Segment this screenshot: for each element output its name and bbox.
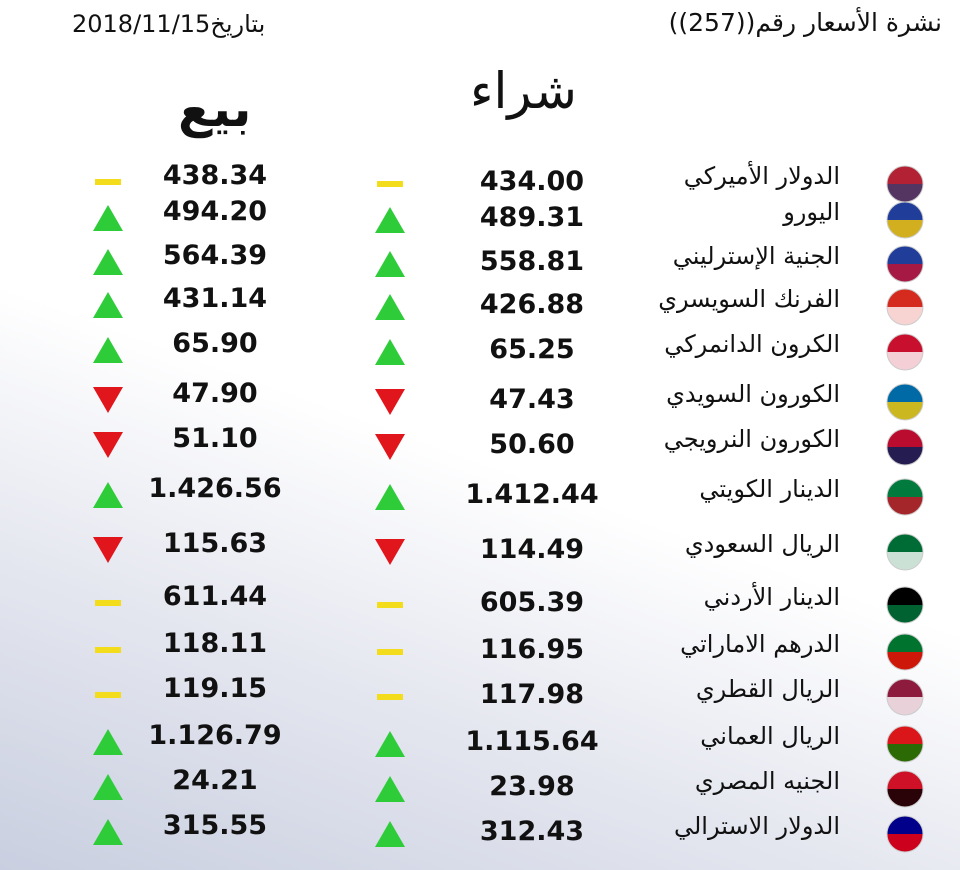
sell-trend-icon: [95, 179, 121, 185]
buy-price: 605.39: [479, 587, 585, 618]
buy-trend-icon: [375, 539, 405, 565]
buy-trend-icon: [375, 821, 405, 847]
buy-price: 65.25: [489, 334, 575, 365]
sell-trend-icon: [95, 600, 121, 606]
currency-name: الدينار الكويتي: [699, 475, 840, 503]
buy-trend-icon: [377, 649, 403, 655]
currency-name: الريال السعودي: [684, 530, 840, 558]
sell-header: بيع: [178, 80, 252, 138]
sell-trend-icon: [93, 337, 123, 363]
currency-name: الفرنك السويسري: [658, 285, 840, 313]
sell-price: 431.14: [162, 283, 268, 314]
buy-price: 116.95: [479, 634, 585, 665]
sell-trend-icon: [93, 292, 123, 318]
buy-price: 558.81: [479, 246, 585, 277]
buy-price: 434.00: [479, 166, 585, 197]
sell-price: 1.126.79: [148, 720, 282, 751]
buy-trend-icon: [375, 731, 405, 757]
bulletin-date: بتاريخ2018/11/15: [72, 10, 266, 38]
currency-name: الجنية الإسترليني: [672, 242, 840, 270]
sell-trend-icon: [93, 819, 123, 845]
sell-price: 115.63: [162, 528, 268, 559]
flag: [886, 201, 924, 239]
flag: [886, 586, 924, 624]
sell-price: 611.44: [162, 581, 268, 612]
buy-trend-icon: [375, 207, 405, 233]
currency-name: الريال القطري: [695, 675, 840, 703]
sell-trend-icon: [93, 249, 123, 275]
buy-price: 489.31: [479, 202, 585, 233]
sell-price: 119.15: [162, 673, 268, 704]
buy-price: 50.60: [489, 429, 575, 460]
buy-trend-icon: [377, 181, 403, 187]
flag: [886, 245, 924, 283]
currency-name: الدولار الاسترالي: [673, 812, 840, 840]
buy-trend-icon: [375, 389, 405, 415]
sell-price: 494.20: [162, 196, 268, 227]
buy-trend-icon: [377, 694, 403, 700]
sell-price: 564.39: [162, 240, 268, 271]
sell-price: 24.21: [172, 765, 258, 796]
flag: [886, 725, 924, 763]
sell-trend-icon: [93, 537, 123, 563]
currency-name: اليورو: [783, 198, 840, 226]
buy-trend-icon: [375, 484, 405, 510]
sell-trend-icon: [93, 729, 123, 755]
buy-price: 1.412.44: [465, 479, 599, 510]
sell-trend-icon: [93, 205, 123, 231]
sell-price: 438.34: [162, 160, 268, 191]
buy-trend-icon: [377, 602, 403, 608]
buy-trend-icon: [375, 294, 405, 320]
flag: [886, 770, 924, 808]
flag: [886, 165, 924, 203]
sell-price: 315.55: [162, 810, 268, 841]
flag: [886, 678, 924, 716]
currency-name: الكورون السويدي: [666, 380, 840, 408]
sell-price: 1.426.56: [148, 473, 282, 504]
buy-price: 47.43: [489, 384, 575, 415]
sell-trend-icon: [93, 482, 123, 508]
currency-name: الدولار الأميركي: [683, 162, 840, 190]
flag: [886, 428, 924, 466]
buy-trend-icon: [375, 339, 405, 365]
buy-price: 23.98: [489, 771, 575, 802]
sell-trend-icon: [93, 774, 123, 800]
currency-name: الريال العماني: [700, 722, 840, 750]
buy-price: 114.49: [479, 534, 585, 565]
buy-trend-icon: [375, 251, 405, 277]
sell-price: 51.10: [172, 423, 258, 454]
sell-trend-icon: [93, 387, 123, 413]
flag: [886, 333, 924, 371]
currency-name: الدينار الأردني: [703, 583, 840, 611]
sell-trend-icon: [95, 647, 121, 653]
buy-trend-icon: [375, 434, 405, 460]
buy-header: شراء: [470, 62, 577, 120]
buy-price: 426.88: [479, 289, 585, 320]
flag: [886, 533, 924, 571]
sell-price: 118.11: [162, 628, 268, 659]
flag: [886, 633, 924, 671]
currency-name: الكرون الدانمركي: [664, 330, 840, 358]
bulletin-title: نشرة الأسعار رقم((257)): [668, 8, 942, 37]
currency-name: الجنيه المصري: [694, 767, 840, 795]
currency-name: الدرهم الاماراتي: [680, 630, 840, 658]
buy-price: 1.115.64: [465, 726, 599, 757]
flag: [886, 288, 924, 326]
buy-trend-icon: [375, 776, 405, 802]
flag: [886, 383, 924, 421]
sell-trend-icon: [95, 692, 121, 698]
flag: [886, 478, 924, 516]
currency-name: الكورون النرويجي: [663, 425, 840, 453]
sell-trend-icon: [93, 432, 123, 458]
buy-price: 312.43: [479, 816, 585, 847]
sell-price: 47.90: [172, 378, 258, 409]
sell-price: 65.90: [172, 328, 258, 359]
buy-price: 117.98: [479, 679, 585, 710]
flag: [886, 815, 924, 853]
